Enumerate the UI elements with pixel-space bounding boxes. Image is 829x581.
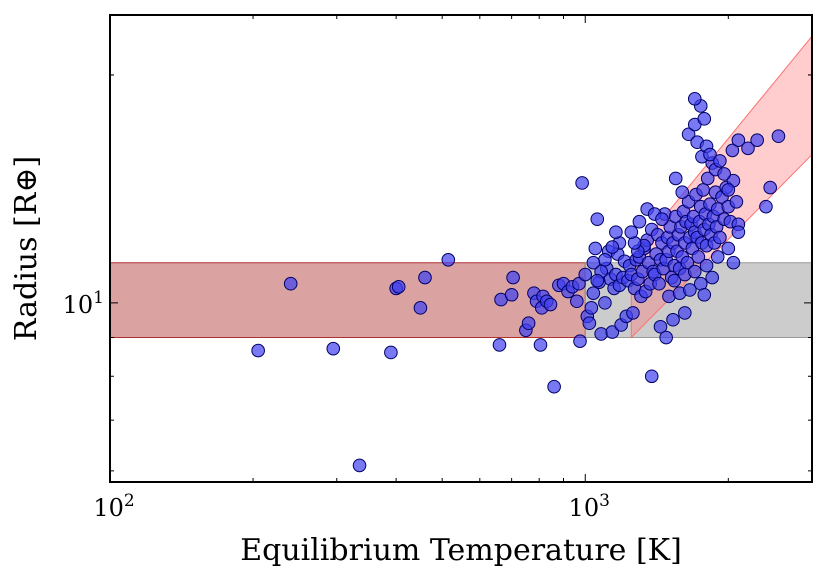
data-point	[713, 230, 727, 245]
data-point	[573, 334, 587, 348]
data-point	[725, 143, 740, 158]
y-axis-label: Radius [R⊕]	[9, 156, 44, 341]
data-point	[626, 306, 640, 320]
data-point	[251, 343, 265, 358]
data-point	[506, 270, 520, 285]
data-point	[731, 133, 746, 148]
data-point	[697, 112, 712, 126]
data-point	[586, 255, 601, 270]
data-point	[578, 267, 593, 282]
data-point	[521, 316, 536, 331]
data-point	[703, 147, 717, 162]
data-point	[590, 212, 605, 226]
data-point	[717, 167, 731, 181]
data-point	[729, 194, 744, 209]
tick-base: 10	[93, 494, 124, 522]
data-point	[653, 319, 668, 334]
data-point	[418, 270, 432, 285]
data-point	[681, 127, 696, 142]
tick-exponent: 3	[599, 491, 610, 511]
data-point	[659, 330, 673, 345]
data-point	[547, 379, 561, 394]
data-point	[741, 141, 755, 156]
data-point	[721, 241, 736, 256]
data-point	[726, 255, 741, 270]
x-axis-label: Equilibrium Temperature [K]	[240, 533, 682, 568]
data-point	[413, 301, 428, 315]
data-point	[721, 183, 736, 197]
data-point	[582, 316, 597, 331]
data-point	[700, 171, 715, 186]
data-point	[632, 214, 647, 229]
plot-frame	[109, 14, 813, 483]
data-point	[697, 287, 712, 302]
data-point	[666, 312, 680, 327]
data-point	[594, 327, 608, 341]
data-point	[504, 287, 519, 302]
tick-base: 10	[569, 494, 600, 522]
points-layer	[251, 92, 786, 473]
data-point	[750, 133, 764, 148]
data-point	[713, 154, 727, 168]
data-point	[543, 297, 558, 312]
data-point	[678, 306, 692, 320]
x-tick-label: 103	[569, 491, 610, 522]
data-point	[691, 250, 706, 264]
data-point	[391, 280, 406, 294]
data-point	[699, 258, 714, 273]
y-tick-label: 101	[63, 288, 104, 319]
data-point	[759, 199, 773, 214]
data-point	[683, 283, 697, 297]
data-point	[644, 369, 659, 384]
data-point	[763, 180, 777, 195]
data-point	[326, 341, 341, 356]
data-point	[283, 276, 298, 291]
data-point	[384, 345, 398, 360]
data-point	[667, 273, 682, 288]
data-point	[605, 240, 620, 254]
tick-exponent: 1	[93, 288, 104, 308]
data-point	[675, 185, 690, 200]
data-point	[710, 250, 725, 264]
data-point	[588, 241, 603, 256]
data-point	[575, 176, 589, 190]
data-point	[696, 183, 710, 197]
data-point	[598, 296, 612, 310]
data-point	[590, 273, 605, 288]
data-point	[705, 270, 720, 285]
data-point	[441, 252, 456, 267]
data-point	[570, 294, 584, 309]
data-point	[352, 458, 367, 473]
data-point	[731, 225, 746, 239]
data-point	[771, 129, 786, 144]
data-point	[655, 212, 669, 226]
data-point	[584, 301, 599, 315]
data-point	[598, 252, 612, 267]
data-point	[652, 276, 666, 291]
data-point	[492, 338, 507, 352]
data-point	[586, 286, 601, 300]
tick-base: 10	[63, 291, 94, 319]
data-point	[668, 171, 683, 186]
x-tick-label: 102	[93, 491, 134, 522]
data-point	[605, 325, 620, 339]
data-point	[609, 225, 623, 239]
data-point	[687, 264, 702, 279]
data-point	[533, 338, 548, 352]
data-point	[687, 92, 702, 106]
tick-exponent: 2	[124, 491, 135, 511]
data-point	[624, 225, 639, 239]
